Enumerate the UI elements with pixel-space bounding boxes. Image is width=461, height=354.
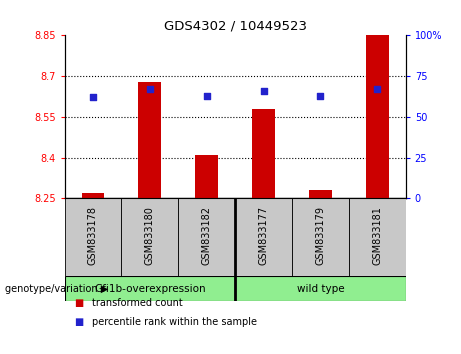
Bar	[138, 81, 161, 198]
Bar	[178, 198, 235, 276]
Title: GDS4302 / 10449523: GDS4302 / 10449523	[164, 20, 307, 33]
Text: wild type: wild type	[296, 284, 344, 293]
Bar	[195, 155, 218, 198]
Point	[89, 95, 97, 100]
Bar	[366, 27, 389, 198]
Bar	[235, 276, 406, 301]
Text: GSM833180: GSM833180	[145, 206, 155, 265]
Text: GSM833182: GSM833182	[201, 206, 212, 265]
Text: ■: ■	[74, 317, 83, 327]
Bar	[235, 198, 292, 276]
Point	[317, 93, 324, 98]
Text: genotype/variation ▶: genotype/variation ▶	[5, 284, 108, 293]
Bar	[309, 190, 332, 198]
Text: GSM833177: GSM833177	[259, 206, 269, 265]
Text: GSM833179: GSM833179	[315, 206, 325, 265]
Text: Gfi1b-overexpression: Gfi1b-overexpression	[94, 284, 206, 293]
Text: ■: ■	[74, 298, 83, 308]
Text: GSM833181: GSM833181	[372, 206, 382, 265]
Bar	[65, 276, 235, 301]
Bar	[349, 198, 406, 276]
Bar	[252, 109, 275, 198]
Point	[260, 88, 267, 93]
Text: transformed count: transformed count	[92, 298, 183, 308]
Text: GSM833178: GSM833178	[88, 206, 98, 265]
Text: percentile rank within the sample: percentile rank within the sample	[92, 317, 257, 327]
Bar	[292, 198, 349, 276]
Point	[146, 86, 154, 92]
Point	[373, 86, 381, 92]
Bar	[82, 193, 104, 198]
Point	[203, 93, 210, 98]
Bar	[65, 198, 121, 276]
Bar	[121, 198, 178, 276]
